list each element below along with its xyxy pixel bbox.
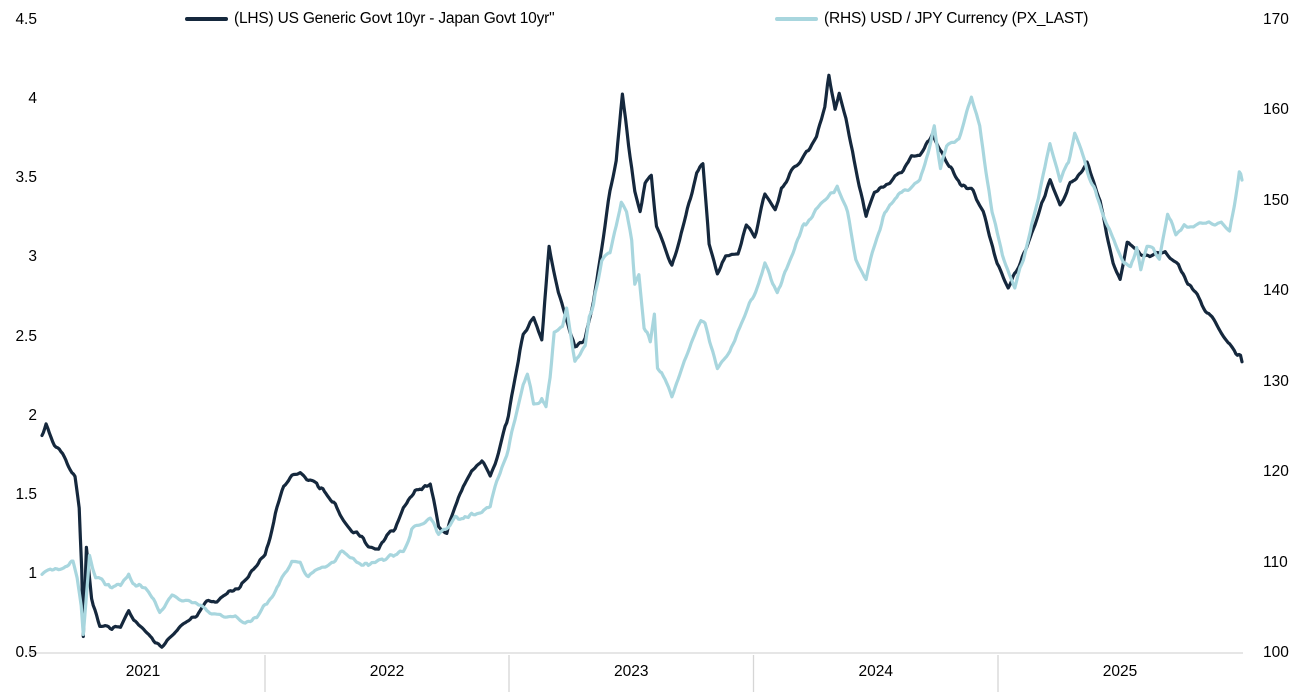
right-axis-tick-label: 150 [1263,191,1289,209]
left-axis-tick-label: 4.5 [15,11,37,28]
right-axis-tick-label: 110 [1263,553,1288,571]
rhs-series-swatch [775,17,818,21]
right-axis-tick-label: 130 [1263,372,1289,390]
x-axis-year-label: 2021 [125,663,161,680]
x-axis-year-label: 2024 [858,663,893,680]
lhs-series-swatch [185,17,228,21]
legend-item-rhs: (RHS) USD / JPY Currency (PX_LAST) [775,9,1088,29]
right-axis-tick-label: 120 [1263,463,1289,481]
left-axis-tick-label: 1.5 [15,485,37,503]
left-axis-tick-label: 0.5 [15,644,37,661]
x-axis-year-label: 2022 [369,663,405,680]
legend-label-lhs: (LHS) US Generic Govt 10yr - Japan Govt … [234,10,555,27]
left-axis-tick-label: 1 [28,564,37,582]
left-axis-tick-label: 3.5 [15,169,37,187]
right-axis-tick-label: 170 [1263,11,1289,28]
left-axis-tick-label: 3 [28,248,37,266]
x-axis-year-label: 2025 [1102,663,1138,680]
left-axis-tick-label: 2 [28,406,37,424]
right-axis-tick-label: 100 [1263,644,1289,661]
legend-label-rhs: (RHS) USD / JPY Currency (PX_LAST) [824,10,1089,27]
left-axis-tick-label: 2.5 [15,327,37,345]
rhs-series-line [40,95,1244,637]
legend-item-lhs: (LHS) US Generic Govt 10yr - Japan Govt … [185,9,555,29]
right-axis-tick-label: 140 [1263,282,1289,300]
right-axis-tick-label: 160 [1263,101,1289,119]
x-axis-year-label: 2023 [614,663,649,680]
left-axis-tick-label: 4 [28,90,37,108]
lhs-series-line [40,73,1244,649]
